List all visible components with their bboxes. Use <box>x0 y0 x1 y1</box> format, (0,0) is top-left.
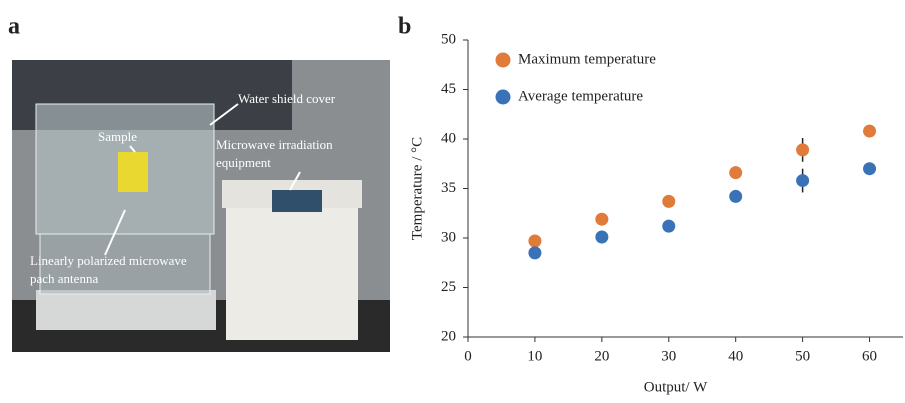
photo-annotation: Linearly polarized microwave <box>30 253 187 268</box>
legend-marker <box>495 89 511 105</box>
pointer <box>209 103 239 126</box>
x-tick-label: 30 <box>661 348 676 364</box>
photo-annotation: Sample <box>98 129 137 144</box>
panel-label: b <box>398 14 411 40</box>
point <box>863 162 877 176</box>
pointer <box>289 171 301 191</box>
photo-annotation: pach antenna <box>30 271 98 286</box>
x-tick-label: 20 <box>594 348 609 364</box>
photo-annotation: Microwave irradiation <box>216 137 333 152</box>
x-axis-label: Output/ W <box>644 379 708 395</box>
y-tick-label: 40 <box>441 130 456 146</box>
point <box>528 246 542 260</box>
y-tick-label: 50 <box>441 31 456 47</box>
point <box>729 189 743 203</box>
point <box>662 194 676 208</box>
x-tick-label: 10 <box>527 348 542 364</box>
equipment-screen <box>272 190 322 212</box>
table <box>36 290 216 330</box>
point <box>796 143 810 157</box>
panel-label: a <box>8 14 20 40</box>
y-tick-label: 30 <box>441 229 456 245</box>
y-tick-label: 45 <box>441 81 456 97</box>
point <box>796 174 810 188</box>
y-tick-label: 20 <box>441 328 456 344</box>
photo-annotation: equipment <box>216 155 271 170</box>
x-tick-label: 40 <box>728 348 743 364</box>
point <box>729 166 743 180</box>
equipment-body <box>226 190 358 340</box>
photo <box>12 60 390 352</box>
x-tick-label: 0 <box>464 348 472 364</box>
point <box>863 124 877 138</box>
point <box>595 230 609 244</box>
y-tick-label: 35 <box>441 180 456 196</box>
acrylic-stand <box>39 233 211 295</box>
sample <box>118 152 148 192</box>
point <box>595 212 609 226</box>
legend-label: Average temperature <box>518 88 643 104</box>
pointer <box>129 145 136 153</box>
legend-label: Maximum temperature <box>518 51 656 67</box>
x-tick-label: 50 <box>795 348 810 364</box>
y-tick-label: 25 <box>441 279 456 295</box>
point <box>662 219 676 233</box>
pointer <box>104 209 126 256</box>
y-axis-label: Temperature / °C <box>409 137 425 240</box>
point <box>528 234 542 248</box>
photo-annotation: Water shield cover <box>238 91 336 106</box>
legend-marker <box>495 52 511 68</box>
x-tick-label: 60 <box>862 348 877 364</box>
